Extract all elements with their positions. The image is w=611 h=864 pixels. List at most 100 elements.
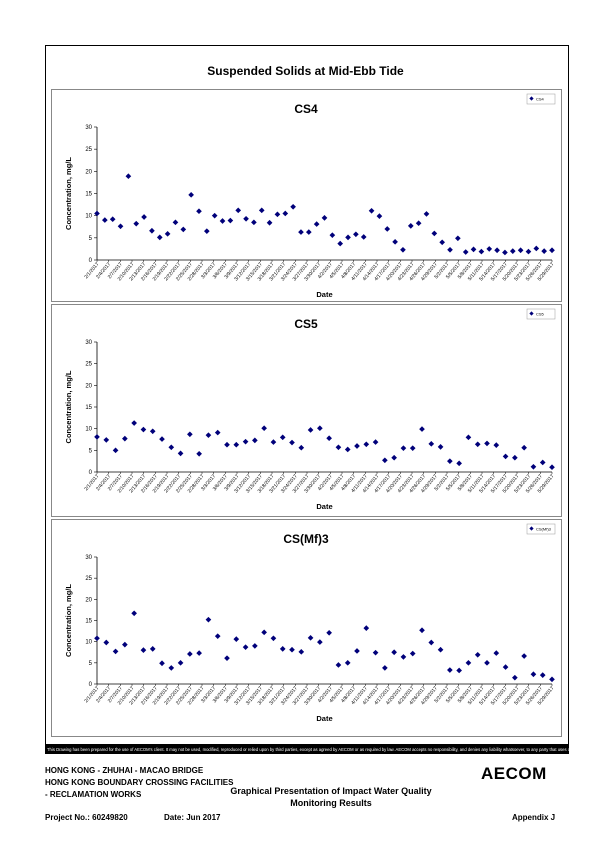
data-point [317, 639, 323, 645]
aecom-logo: AECOM [481, 764, 547, 783]
data-point [282, 210, 289, 217]
chart-csmf3: CS(Mf)3 CS(Mf)3 0 5 10 15 20 25 30 Concentration,… [64, 523, 556, 723]
y-tick-label: 5 [89, 236, 93, 242]
data-point [243, 215, 249, 222]
data-point [103, 639, 110, 646]
y-tick-label: 10 [85, 427, 92, 433]
data-point [172, 219, 179, 226]
y-axis-label: Concentration, mg/L [64, 157, 73, 230]
chart-panel-csmf3: CS(Mf)3 CS(Mf)3 0 5 10 15 20 25 30 Concentration,… [51, 519, 562, 737]
data-point [345, 234, 351, 241]
legend-label: CS4 [536, 97, 545, 102]
data-point [382, 665, 388, 671]
data-point [187, 431, 193, 438]
data-point [140, 647, 147, 653]
data-point [344, 446, 351, 453]
legend: CS5 [526, 308, 556, 320]
data-point [533, 245, 540, 252]
data-point [447, 246, 453, 253]
data-point [270, 635, 277, 642]
data-point [298, 648, 305, 655]
drawing-title-line-2: Monitoring Results [290, 798, 372, 808]
data-point [117, 223, 124, 230]
legend-box [526, 523, 556, 535]
data-point [539, 672, 546, 678]
data-point [233, 441, 240, 448]
data-point [266, 219, 273, 226]
data-point [131, 610, 137, 617]
data-point [290, 203, 296, 210]
y-tick-label: 5 [89, 448, 93, 454]
data-point [279, 434, 286, 441]
data-point [140, 426, 147, 433]
data-point [423, 211, 430, 217]
data-point [409, 445, 416, 451]
data-point [149, 646, 156, 652]
data-point [214, 429, 221, 436]
data-point [188, 192, 194, 198]
chart-title: CS(Mf)3 [283, 532, 329, 546]
data-point [149, 227, 155, 234]
data-point [428, 639, 435, 646]
data-point [541, 248, 547, 254]
data-point [512, 674, 518, 681]
chart-title: CS5 [294, 317, 318, 331]
data-point [251, 219, 257, 226]
y-axis-label: Concentration, mg/L [64, 370, 73, 443]
data-point [307, 635, 314, 641]
data-point [252, 643, 258, 649]
data-point [196, 208, 202, 215]
y-tick-label: 0 [89, 470, 93, 476]
data-point [125, 173, 132, 180]
y-tick-label: 20 [85, 597, 92, 603]
data-point [447, 458, 453, 464]
y-tick-label: 20 [85, 169, 92, 175]
data-point [465, 434, 472, 441]
data-point [321, 215, 328, 221]
y-tick-label: 30 [85, 125, 92, 131]
y-tick-label: 25 [85, 362, 92, 368]
data-point [372, 649, 379, 656]
data-point [493, 650, 500, 656]
disclaimer-bar: This Drawing has been prepared for the u… [45, 745, 569, 754]
data-point [156, 234, 163, 241]
drawing-date: Date: Jun 2017 [164, 813, 221, 822]
data-point [530, 463, 537, 470]
data-point [187, 651, 193, 657]
data-point [112, 447, 119, 454]
data-point [447, 667, 453, 673]
data-point [242, 438, 249, 445]
y-tick-label: 30 [85, 555, 92, 561]
data-point [279, 646, 286, 652]
data-point [462, 249, 469, 255]
data-point [196, 450, 202, 457]
data-point [109, 216, 116, 223]
legend-label: CS(Mf)3 [536, 527, 552, 532]
data-point [298, 444, 305, 451]
data-point [509, 248, 516, 254]
data-point [363, 441, 370, 448]
data-point [141, 214, 147, 220]
data-point [484, 440, 490, 447]
y-tick-label: 0 [89, 682, 93, 688]
data-point [493, 442, 500, 448]
data-point [400, 445, 407, 451]
data-point [211, 212, 218, 219]
data-point [168, 665, 175, 671]
legend-label: CS5 [536, 312, 545, 317]
legend-box [526, 308, 556, 320]
data-point [419, 426, 425, 432]
data-point [233, 636, 240, 642]
data-point [353, 231, 359, 238]
y-axis-label: Concentration, mg/L [64, 584, 73, 657]
data-point [363, 625, 370, 631]
data-point [122, 641, 128, 648]
data-point [437, 444, 444, 450]
data-point [242, 644, 249, 650]
data-point [549, 247, 555, 254]
data-point [525, 248, 532, 255]
data-point [335, 444, 342, 451]
data-point [484, 660, 490, 666]
data-point [168, 444, 175, 451]
